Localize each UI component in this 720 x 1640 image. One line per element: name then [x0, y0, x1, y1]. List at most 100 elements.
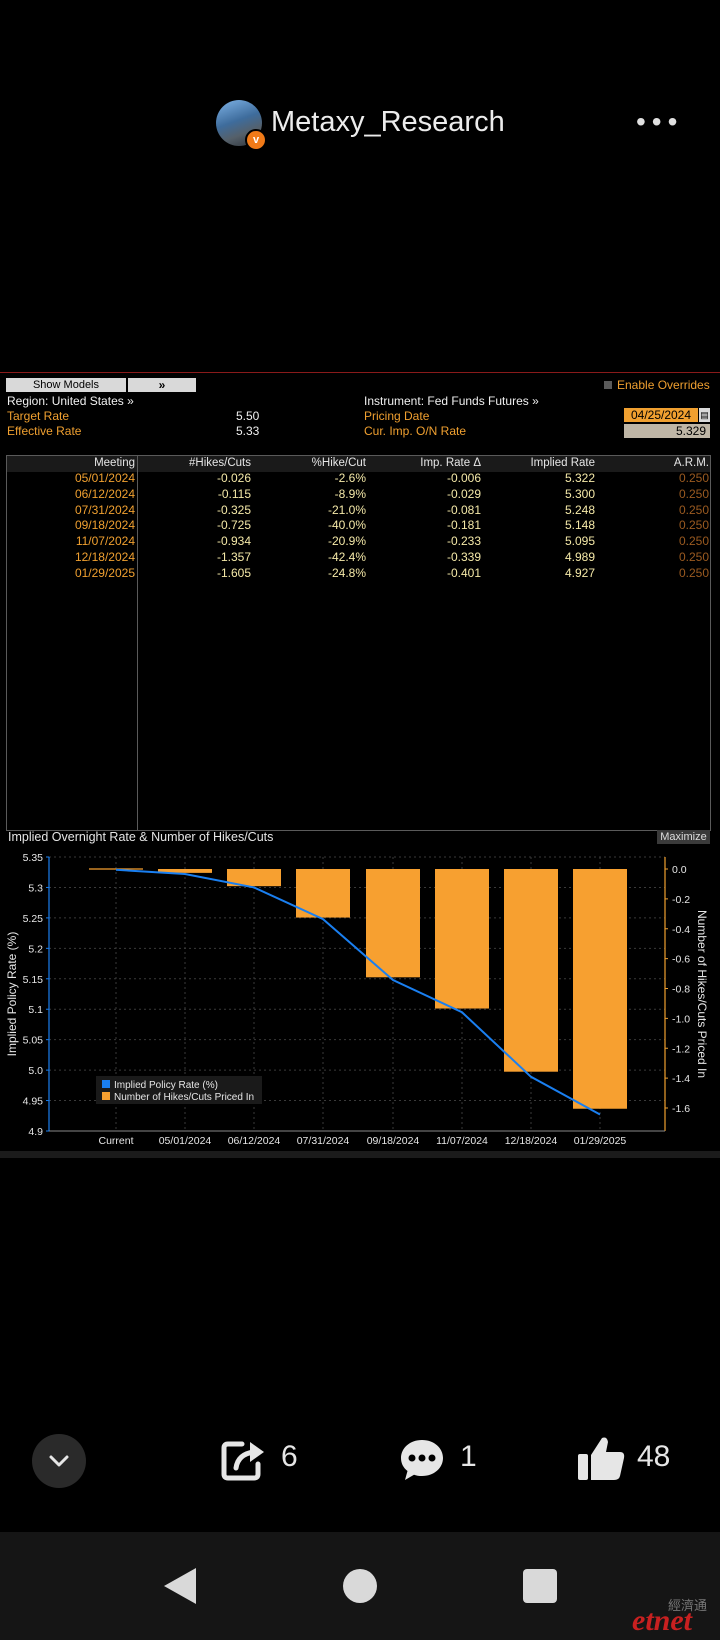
legend-swatch-bar	[102, 1092, 110, 1100]
pricing-date-input[interactable]: 04/25/2024	[624, 408, 698, 422]
cell-arm: 0.250	[678, 471, 709, 485]
meetings-table	[6, 455, 711, 831]
etnet-logo: etnet	[632, 1604, 692, 1637]
cell-delta: -0.233	[446, 534, 481, 549]
x-tick-label: 06/12/2024	[228, 1135, 281, 1147]
cell-hikes: -1.357	[216, 550, 251, 564]
home-icon[interactable]	[340, 1566, 380, 1606]
username[interactable]: Metaxy_Research	[271, 106, 505, 138]
effective-rate-value: 5.33	[236, 424, 260, 438]
cell-arm: 0.250	[678, 486, 709, 501]
enable-overrides-checkbox[interactable]	[604, 381, 612, 389]
col-meeting[interactable]: Meeting	[94, 457, 135, 469]
cell-implied: 5.095	[564, 534, 595, 549]
table-divider	[137, 456, 138, 830]
cell-meeting[interactable]: 07/31/2024	[74, 502, 135, 517]
table-header	[7, 456, 710, 472]
x-tick-label: 09/18/2024	[367, 1135, 420, 1147]
col-arm[interactable]: A.R.M.	[673, 457, 709, 469]
cell-meeting[interactable]: 11/07/2024	[75, 534, 135, 549]
terminal-bottom-bar	[0, 1151, 720, 1158]
show-models-button[interactable]: Show Models	[6, 378, 126, 392]
chart-title: Implied Overnight Rate & Number of Hikes…	[8, 830, 274, 844]
cell-delta: -0.081	[446, 502, 481, 517]
like-count: 48	[637, 1440, 671, 1473]
bar	[435, 869, 489, 1009]
col-implied-rate[interactable]: Implied Rate	[530, 457, 595, 469]
chevron-down-icon	[49, 1455, 69, 1467]
cell-meeting[interactable]: 01/29/2025	[74, 565, 135, 580]
cell-pct: -40.0%	[327, 518, 366, 533]
cell-arm: 0.250	[678, 550, 709, 564]
verified-badge: v	[245, 129, 267, 151]
cell-arm: 0.250	[678, 565, 709, 580]
left-tick-label: 5.35	[23, 852, 44, 864]
left-tick-label: 5.2	[28, 943, 43, 955]
cell-implied: 5.248	[564, 502, 595, 517]
bar	[504, 869, 558, 1072]
right-tick-label: -1.4	[672, 1073, 690, 1085]
cell-implied: 5.300	[564, 486, 595, 501]
target-rate-value: 5.50	[236, 409, 260, 423]
pricing-date-label: Pricing Date	[364, 409, 430, 423]
bar	[573, 869, 627, 1109]
watermark-cn: 經濟通	[668, 1598, 708, 1613]
cell-delta: -0.339	[446, 550, 481, 564]
cell-hikes: -0.934	[216, 534, 251, 549]
col-imp-rate-delta[interactable]: Imp. Rate Δ	[420, 457, 481, 469]
comment-icon[interactable]	[398, 1436, 446, 1484]
on-rate-value: 5.329	[624, 424, 710, 438]
cell-pct: -42.4%	[327, 550, 366, 564]
region-selector[interactable]: Region: United States »	[7, 394, 134, 408]
right-tick-label: -0.6	[672, 954, 690, 966]
cell-meeting[interactable]: 12/18/2024	[74, 550, 135, 564]
effective-rate-label: Effective Rate	[7, 424, 82, 438]
cell-delta: -0.029	[446, 486, 481, 501]
cell-meeting[interactable]: 06/12/2024	[74, 486, 135, 501]
bar	[366, 869, 420, 978]
expand-arrow-button[interactable]: »	[128, 378, 196, 392]
cell-implied: 4.927	[564, 565, 595, 580]
y-axis-title: Implied Policy Rate (%)	[5, 932, 19, 1057]
enable-overrides-label: Enable Overrides	[617, 378, 710, 392]
cell-pct: -24.8%	[327, 565, 366, 580]
col-hikes-cuts[interactable]: #Hikes/Cuts	[189, 457, 251, 469]
right-tick-label: -0.8	[672, 984, 690, 996]
more-options-icon[interactable]: •••	[636, 106, 684, 137]
left-tick-label: 4.9	[28, 1126, 43, 1138]
like-icon[interactable]	[576, 1434, 626, 1482]
left-tick-label: 5.0	[28, 1065, 43, 1077]
left-tick-label: 4.95	[23, 1096, 44, 1108]
cell-meeting[interactable]: 09/18/2024	[74, 518, 135, 533]
recents-icon[interactable]	[520, 1566, 560, 1606]
collapse-button[interactable]	[32, 1434, 86, 1488]
share-icon[interactable]	[220, 1438, 268, 1482]
cell-hikes: -0.026	[216, 471, 251, 485]
share-count: 6	[281, 1440, 298, 1473]
calendar-icon[interactable]: ▤	[699, 408, 710, 422]
divider	[0, 372, 720, 373]
cell-arm: 0.250	[678, 502, 709, 517]
cell-delta: -0.401	[446, 565, 481, 580]
right-tick-label: -0.2	[672, 894, 690, 906]
cell-hikes: -0.325	[216, 502, 251, 517]
y2-axis-title: Number of Hikes/Cuts Priced In	[695, 910, 709, 1078]
x-tick-label: 11/07/2024	[436, 1135, 488, 1147]
cell-arm: 0.250	[678, 534, 709, 549]
maximize-button[interactable]: Maximize	[657, 830, 710, 844]
implied-rate-line	[115, 868, 601, 1116]
back-icon[interactable]	[160, 1566, 200, 1606]
x-tick-label: 05/01/2024	[159, 1135, 212, 1147]
cell-hikes: -1.605	[216, 565, 251, 580]
cell-implied: 5.148	[564, 518, 595, 533]
cell-delta: -0.006	[446, 471, 481, 485]
target-rate-label: Target Rate	[7, 409, 70, 423]
instrument-selector[interactable]: Instrument: Fed Funds Futures »	[364, 394, 539, 408]
legend-swatch-line	[102, 1080, 110, 1088]
left-tick-label: 5.25	[23, 913, 44, 925]
cell-meeting[interactable]: 05/01/2024	[74, 471, 135, 485]
bar	[227, 869, 281, 887]
left-tick-label: 5.15	[23, 974, 44, 986]
comment-count: 1	[460, 1440, 477, 1473]
col-pct-hike-cut[interactable]: %Hike/Cut	[311, 457, 366, 469]
